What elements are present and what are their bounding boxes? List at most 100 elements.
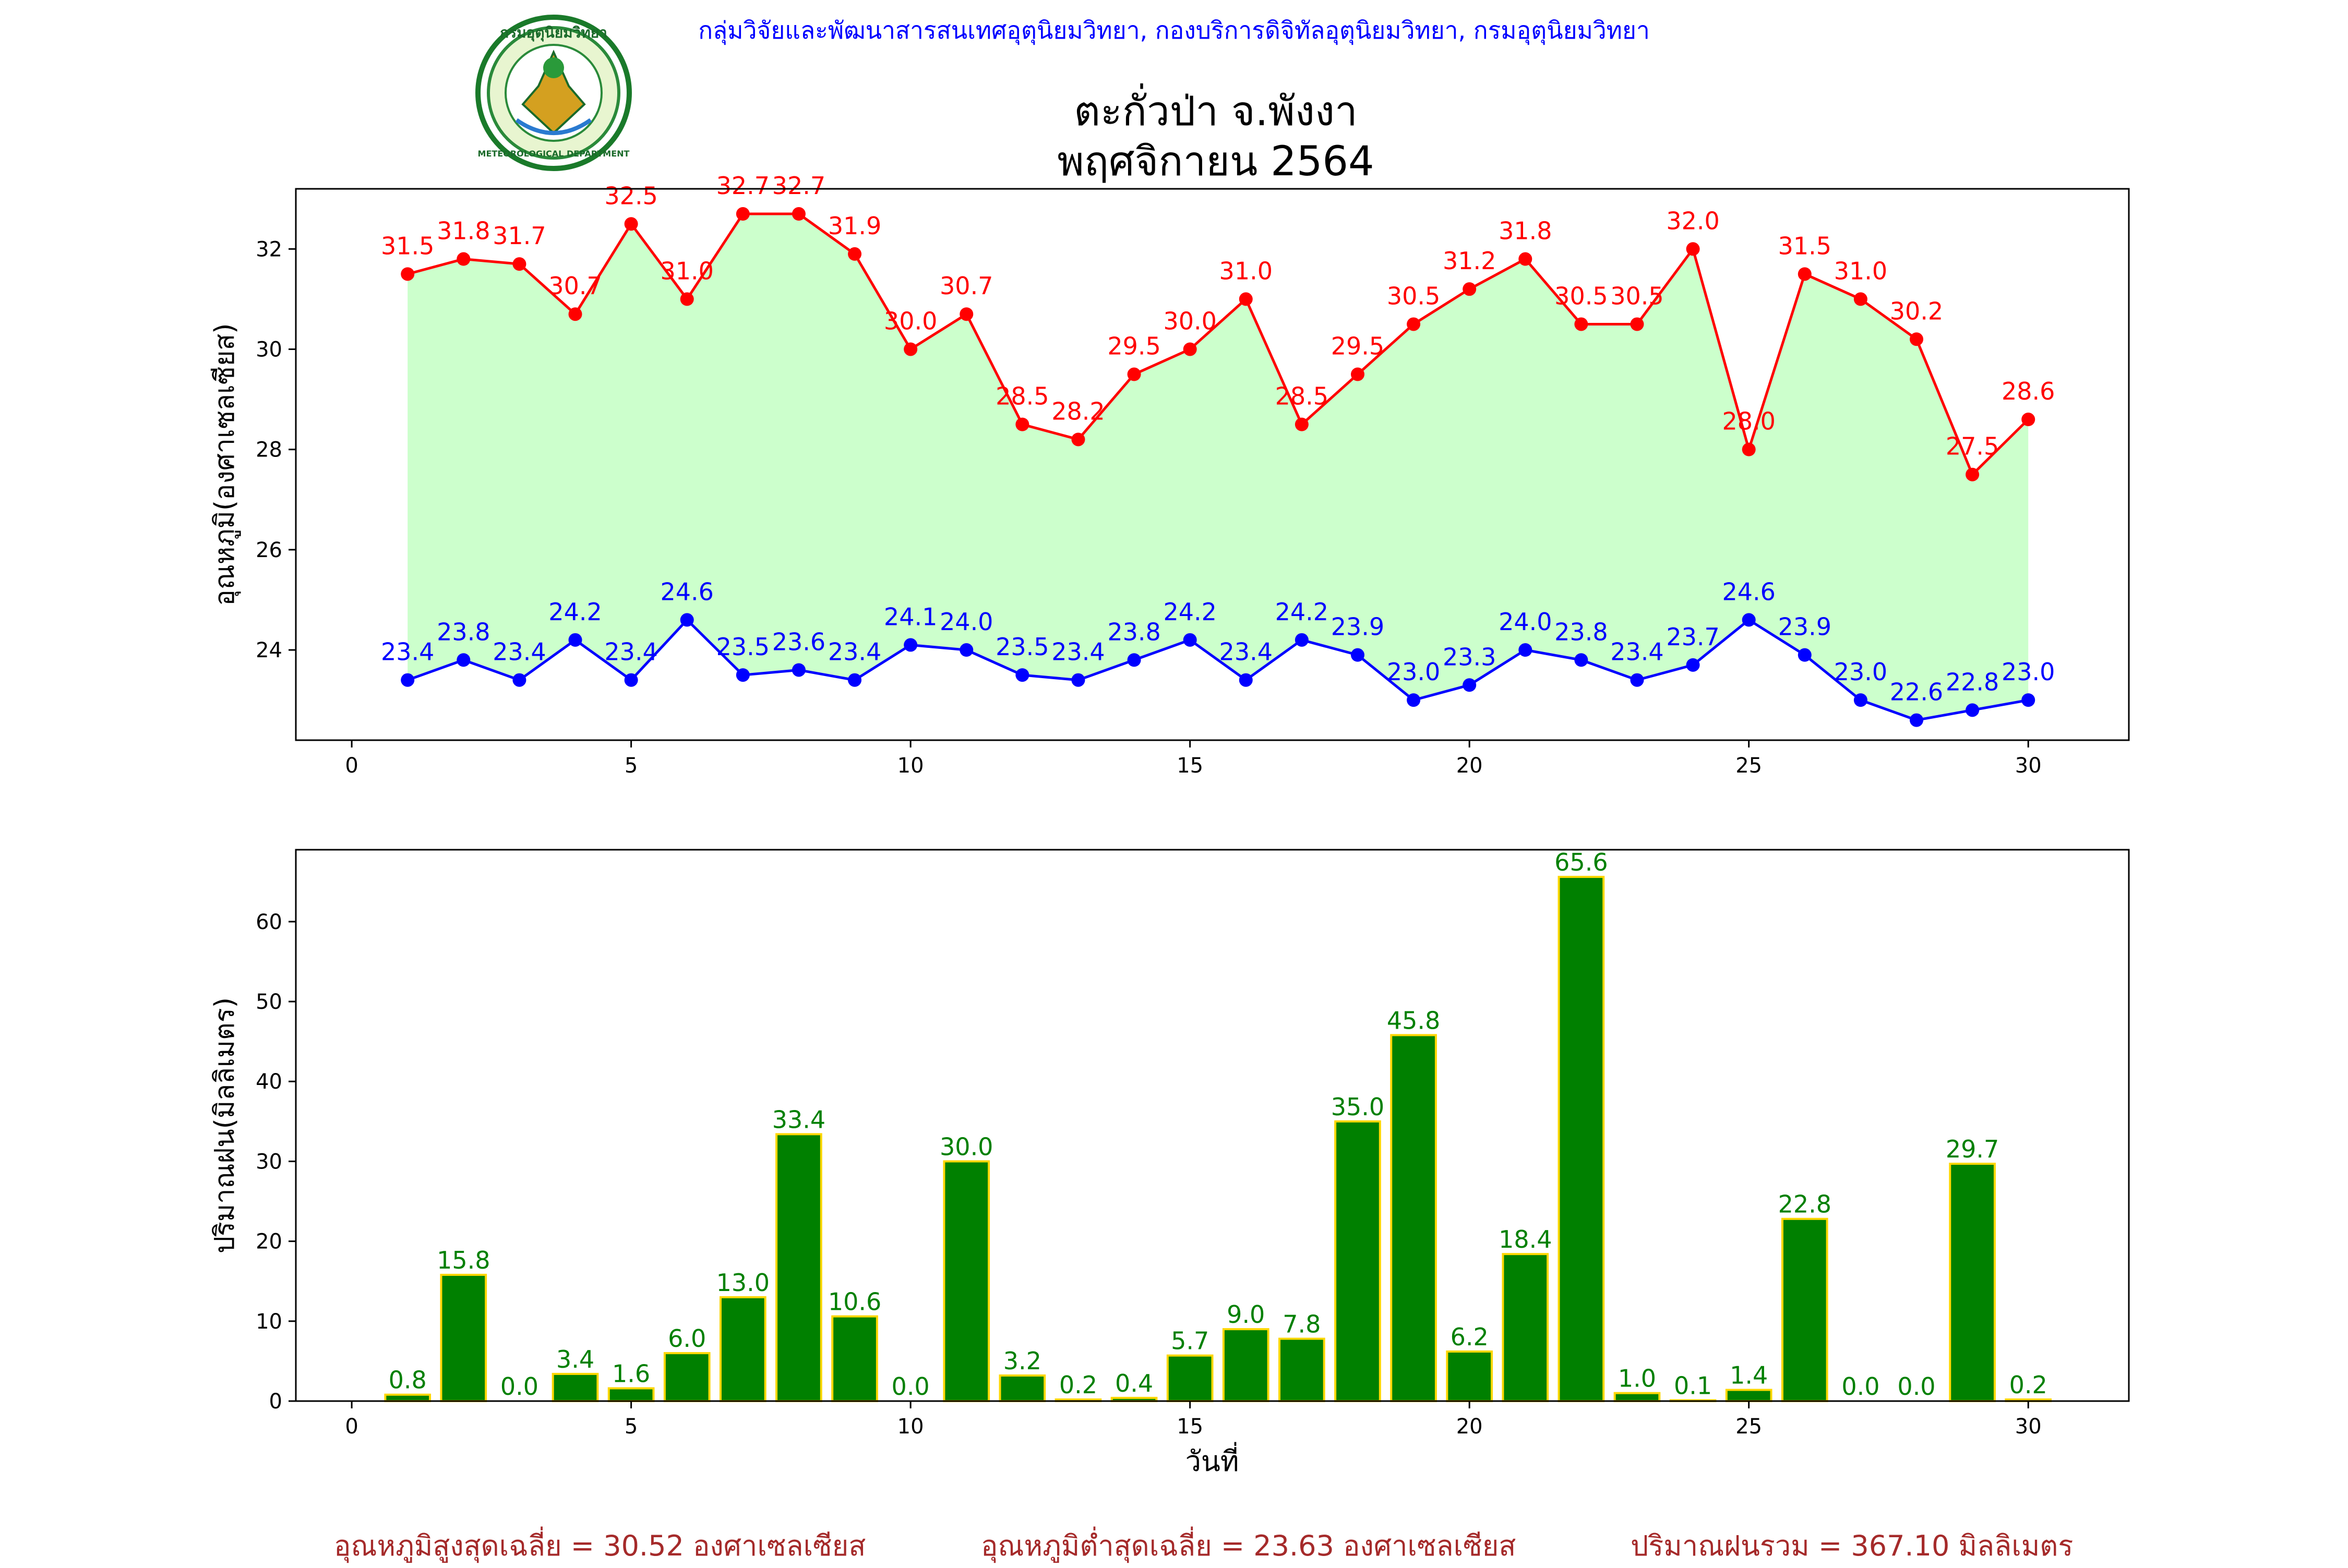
rain-data-label: 33.4 — [772, 1105, 825, 1133]
temp-max-data-label: 31.5 — [1778, 232, 1831, 260]
rain-y-tick-label: 10 — [256, 1310, 282, 1334]
rain-data-label: 29.7 — [1946, 1135, 1999, 1163]
temp-min-point — [904, 638, 918, 652]
temp-max-point — [1574, 317, 1588, 331]
rain-bar — [1390, 1034, 1437, 1402]
temp-y-tick-label: 32 — [256, 237, 282, 261]
logo-bottom-text: METEOROLOGICAL DEPARTMENT — [478, 149, 630, 159]
temp-min-point — [1127, 653, 1141, 667]
rain-data-label: 1.4 — [1730, 1361, 1768, 1390]
temp-min-point — [512, 673, 526, 687]
temp-min-data-label: 23.6 — [772, 628, 825, 656]
temp-max-point — [1239, 292, 1253, 306]
rain-bar — [663, 1352, 711, 1402]
rain-data-label: 22.8 — [1778, 1190, 1831, 1219]
temp-min-point — [1463, 678, 1477, 692]
temp-max-point — [1518, 252, 1532, 266]
rain-x-tick-label: 20 — [1456, 1415, 1483, 1439]
temp-x-tick-label: 25 — [1735, 754, 1762, 778]
temp-min-data-label: 22.8 — [1946, 668, 1999, 696]
rain-data-label: 18.4 — [1499, 1225, 1552, 1253]
temp-max-point — [1071, 432, 1085, 447]
chart-title-line2: พฤศจิกายน 2564 — [1057, 138, 1374, 185]
temp-min-data-label: 24.6 — [661, 577, 714, 606]
temp-min-data-label: 23.4 — [1051, 638, 1105, 666]
temp-max-data-label: 30.0 — [1163, 307, 1216, 335]
temp-min-point — [1910, 713, 1924, 727]
temp-max-data-label: 31.8 — [437, 217, 490, 245]
temp-min-point — [1518, 643, 1532, 657]
temp-min-point — [568, 633, 582, 647]
temp-min-point — [2021, 693, 2035, 707]
rain-data-label: 10.6 — [828, 1288, 881, 1316]
rain-bar — [1725, 1389, 1772, 1403]
rain-data-label: 45.8 — [1387, 1006, 1440, 1034]
temp-max-point — [960, 307, 974, 321]
rain-x-tick-label: 10 — [897, 1415, 924, 1439]
temp-max-point — [1910, 332, 1924, 346]
rain-bar — [1781, 1217, 1828, 1403]
rain-bar — [831, 1315, 878, 1403]
temp-max-point — [1015, 417, 1029, 431]
temp-min-point — [457, 653, 471, 667]
rain-bar — [999, 1374, 1046, 1403]
temp-max-point — [1183, 342, 1197, 356]
temp-x-tick-label: 10 — [897, 754, 924, 778]
temp-max-data-label: 30.2 — [1890, 297, 1943, 325]
rain-bar — [1222, 1328, 1269, 1402]
temp-max-point — [1798, 267, 1812, 281]
temp-min-point — [736, 668, 750, 682]
temp-y-tick-label: 30 — [256, 337, 282, 361]
temp-min-point — [1686, 658, 1700, 672]
temp-min-data-label: 23.4 — [381, 638, 434, 666]
temp-max-data-label: 29.5 — [1107, 332, 1160, 360]
temp-min-point — [1350, 648, 1364, 662]
rain-x-tick-label: 0 — [345, 1415, 358, 1439]
rain-data-label: 5.7 — [1171, 1327, 1209, 1355]
temp-min-point — [1239, 673, 1253, 687]
temp-min-point — [1574, 653, 1588, 667]
temp-max-point — [1742, 442, 1756, 456]
rain-data-label: 65.6 — [1554, 848, 1608, 876]
temp-min-data-label: 24.0 — [940, 608, 993, 636]
temp-min-point — [680, 613, 694, 627]
temp-min-data-label: 23.3 — [1443, 643, 1496, 671]
temp-min-data-label: 23.0 — [2002, 658, 2055, 686]
temperature-chart: 31.531.8 31.730.732.531.032.7 32.731.930.0… — [209, 172, 2130, 778]
temp-max-point — [1350, 367, 1364, 381]
temp-max-data-label: 31.7 — [493, 222, 546, 250]
temp-min-point — [1015, 668, 1029, 682]
temp-max-point — [568, 307, 582, 321]
temp-max-point — [512, 257, 526, 271]
temp-max-point — [1630, 317, 1644, 331]
temp-min-data-label: 23.9 — [1331, 613, 1384, 641]
rain-data-label: 0.2 — [2009, 1371, 2047, 1399]
rain-y-tick-label: 40 — [256, 1070, 282, 1094]
rain-bar — [775, 1133, 822, 1403]
temp-min-point — [1183, 633, 1197, 647]
temp-max-point — [1295, 417, 1309, 431]
rain-data-label: 35.0 — [1331, 1093, 1384, 1121]
temp-max-point — [624, 217, 638, 231]
temp-min-data-label: 24.1 — [884, 602, 937, 631]
temp-max-data-label: 31.8 — [1499, 217, 1552, 245]
temp-max-data-label: 28.5 — [996, 382, 1049, 411]
chart-title-line1: ตะกั่วป่า จ.พังงา — [1074, 83, 1358, 135]
temp-min-point — [1295, 633, 1309, 647]
temp-max-point — [1966, 467, 1980, 481]
temp-max-data-label: 28.5 — [1275, 382, 1328, 411]
temp-x-tick-label: 20 — [1456, 754, 1483, 778]
temp-min-point — [1798, 648, 1812, 662]
temp-min-line — [407, 618, 2029, 722]
footer-avg-min: อุณหภูมิต่ำสุดเฉลี่ย = 23.63 องศาเซลเซีย… — [981, 1529, 1516, 1562]
temp-max-data-label: 31.0 — [1834, 257, 1887, 285]
rain-data-label: 7.8 — [1283, 1310, 1321, 1338]
temp-max-line — [407, 212, 2029, 477]
temp-min-data-label: 24.2 — [1163, 598, 1216, 626]
temp-min-data-label: 23.9 — [1778, 613, 1831, 641]
rain-bar — [607, 1387, 655, 1402]
temp-min-point — [1630, 673, 1644, 687]
rain-data-label: 30.0 — [940, 1132, 993, 1161]
temp-min-data-label: 23.8 — [1554, 618, 1608, 646]
temp-max-data-label: 32.0 — [1666, 207, 1719, 235]
